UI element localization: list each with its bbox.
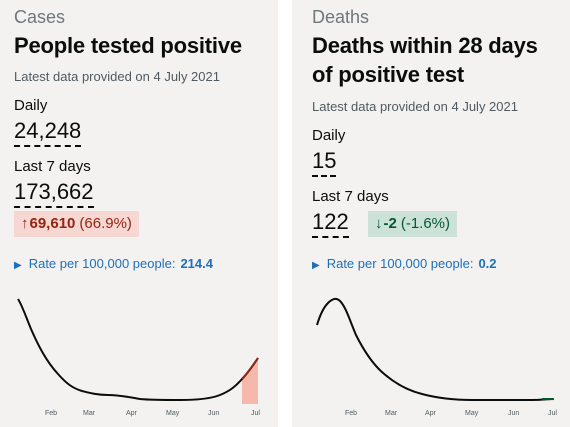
cases-last7-label: Last 7 days bbox=[14, 158, 91, 175]
deaths-card[interactable]: Deaths Deaths within 28 days of positive… bbox=[292, 0, 570, 427]
deaths-category-label: Deaths bbox=[312, 7, 370, 27]
cases-rate-label: Rate per 100,000 people: bbox=[28, 256, 176, 271]
cases-sparkline-chart: Feb Mar Apr May Jun Jul bbox=[17, 298, 260, 417]
cases-rate-toggle[interactable]: ▶ Rate per 100,000 people: 214.4 bbox=[14, 256, 213, 271]
cases-rate-value: 214.4 bbox=[180, 256, 213, 271]
cases-change-percent: (66.9%) bbox=[79, 215, 132, 232]
deaths-month-label: Jun bbox=[508, 410, 519, 417]
deaths-card-title[interactable]: Deaths within 28 days of positive test bbox=[312, 31, 538, 89]
cases-change-badge[interactable]: ↑69,610 (66.9%) bbox=[14, 211, 139, 237]
cases-daily-value[interactable]: 24,248 bbox=[14, 118, 82, 147]
cases-month-label: Apr bbox=[126, 410, 138, 417]
triangle-right-icon: ▶ bbox=[312, 260, 320, 271]
deaths-month-label: May bbox=[465, 410, 479, 417]
cases-change-value: 69,610 bbox=[29, 215, 76, 232]
deaths-month-label: Apr bbox=[425, 410, 437, 417]
deaths-month-label: Feb bbox=[345, 410, 357, 417]
cases-card[interactable]: Cases People tested positive Latest data… bbox=[0, 0, 278, 427]
deaths-rate-value: 0.2 bbox=[478, 256, 497, 271]
deaths-rate-label: Rate per 100,000 people: bbox=[326, 256, 474, 271]
deaths-month-label: Mar bbox=[385, 410, 398, 417]
cases-highlight-area bbox=[242, 358, 258, 404]
cases-month-label: Jul bbox=[251, 410, 260, 417]
triangle-right-icon: ▶ bbox=[14, 260, 22, 271]
cases-title-line: People tested positive bbox=[14, 33, 242, 58]
deaths-daily-value[interactable]: 15 bbox=[312, 148, 337, 177]
deaths-change-value: -2 bbox=[383, 215, 397, 232]
cases-month-label: May bbox=[166, 410, 180, 417]
cases-month-label: Mar bbox=[83, 410, 96, 417]
deaths-title-line: Deaths within 28 days bbox=[312, 33, 538, 58]
cases-month-label: Feb bbox=[45, 410, 57, 417]
deaths-last7-value[interactable]: 122 bbox=[312, 209, 349, 238]
deaths-change-percent: (-1.6%) bbox=[400, 215, 451, 232]
arrow-up-icon: ↑ bbox=[21, 215, 29, 232]
deaths-daily-label: Daily bbox=[312, 127, 346, 144]
deaths-last7-label: Last 7 days bbox=[312, 188, 389, 205]
cases-last7-value[interactable]: 173,662 bbox=[14, 179, 94, 208]
cases-month-label: Jun bbox=[208, 410, 219, 417]
deaths-sparkline-chart: Feb Mar Apr May Jun Jul bbox=[316, 297, 557, 417]
cases-category-label: Cases bbox=[14, 7, 66, 27]
arrow-down-icon: ↓ bbox=[375, 215, 383, 232]
deaths-month-label: Jul bbox=[548, 410, 557, 417]
cases-daily-label: Daily bbox=[14, 97, 48, 114]
cases-card-title[interactable]: People tested positive bbox=[14, 31, 242, 60]
cases-latest-date: Latest data provided on 4 July 2021 bbox=[14, 69, 220, 84]
cases-trend-line bbox=[17, 298, 259, 402]
deaths-change-badge[interactable]: ↓-2 (-1.6%) bbox=[368, 211, 458, 237]
deaths-trend-line bbox=[316, 297, 555, 401]
deaths-rate-toggle[interactable]: ▶ Rate per 100,000 people: 0.2 bbox=[312, 256, 497, 271]
deaths-title-line: of positive test bbox=[312, 62, 465, 87]
cases-highlight-line bbox=[241, 357, 259, 380]
deaths-latest-date: Latest data provided on 4 July 2021 bbox=[312, 99, 518, 114]
